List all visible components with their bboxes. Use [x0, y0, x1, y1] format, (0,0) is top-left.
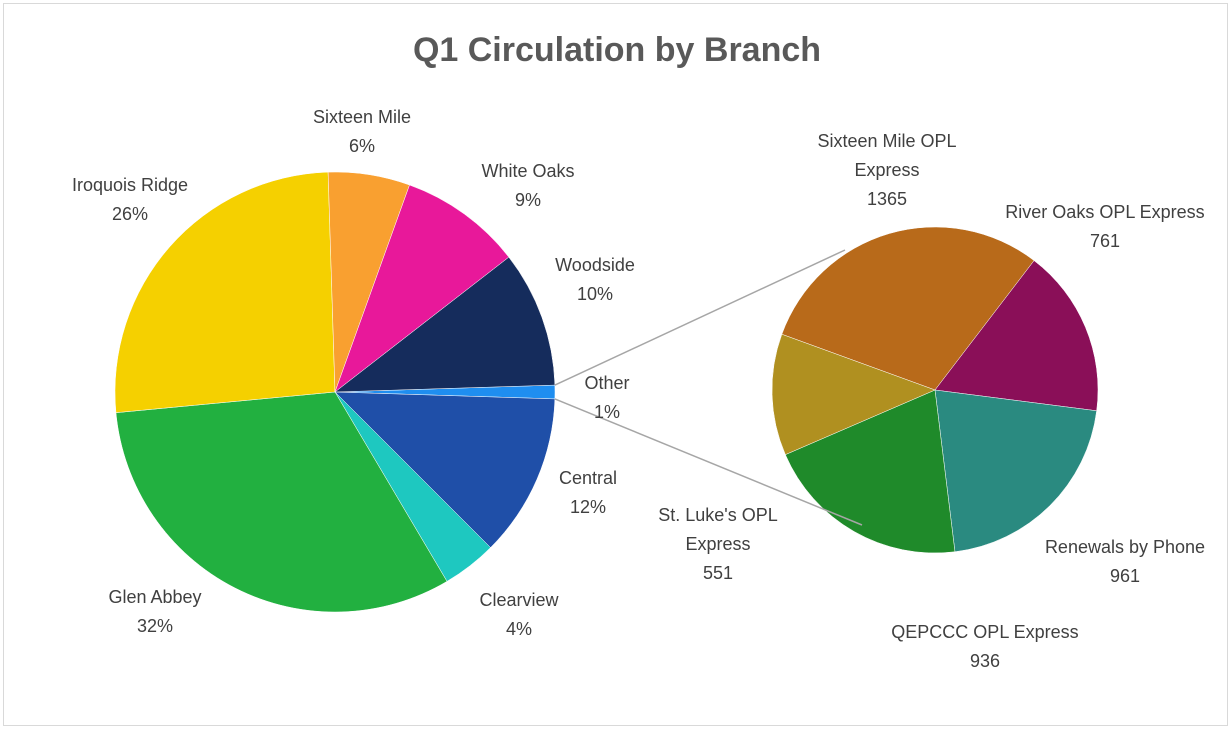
pie-slice [785, 389, 956, 554]
label-value: 26% [111, 204, 149, 224]
pie-slice [334, 391, 556, 548]
data-label: Clearview 4% [439, 586, 599, 644]
pie-slice [934, 260, 1099, 412]
label-value: 936 [969, 651, 1001, 671]
label-value: 551 [702, 563, 734, 583]
label-value: 4% [505, 619, 532, 639]
data-label: Central 12% [508, 464, 668, 522]
data-label: Sixteen Mile 6% [282, 103, 442, 161]
pie-slice [334, 256, 556, 393]
label-name: Glen Abbey [108, 587, 202, 607]
label-name: St. Luke's OPL Express [658, 505, 778, 554]
data-label: Glen Abbey 32% [75, 583, 235, 641]
label-value: 32% [136, 616, 174, 636]
connector-line [554, 398, 863, 526]
label-name: Clearview [479, 590, 559, 610]
label-value: 10% [576, 284, 614, 304]
chart-title: Q1 Circulation by Branch [413, 31, 821, 69]
data-label: Woodside 10% [515, 251, 675, 309]
label-name: Sixteen Mile OPL Express [817, 131, 957, 180]
connector-line [554, 249, 846, 386]
label-name: QEPCCC OPL Express [891, 622, 1079, 642]
label-value: 9% [514, 190, 541, 210]
label-value: 1365 [866, 189, 908, 209]
label-value: 12% [569, 497, 607, 517]
label-name: Renewals by Phone [1044, 537, 1206, 557]
pie-slice [934, 389, 1097, 553]
data-label: Sixteen Mile OPL Express 1365 [807, 127, 967, 214]
pie-slice [334, 184, 510, 393]
label-value: 6% [348, 136, 375, 156]
label-name: Sixteen Mile [312, 107, 412, 127]
label-value: 1% [593, 402, 620, 422]
pie-slice [771, 333, 936, 455]
label-name: Woodside [555, 255, 635, 275]
label-name: River Oaks OPL Express [1005, 202, 1205, 222]
label-name: Central [558, 468, 618, 488]
data-label: River Oaks OPL Express 761 [980, 198, 1230, 256]
data-label: QEPCCC OPL Express 936 [860, 618, 1110, 676]
label-name: Other [584, 373, 630, 393]
label-name: Iroquois Ridge [71, 175, 189, 195]
pie-slice [114, 171, 336, 413]
data-label: St. Luke's OPL Express 551 [656, 501, 781, 588]
label-value: 961 [1109, 566, 1141, 586]
data-label: Iroquois Ridge 26% [50, 171, 210, 229]
data-label: Other 1% [527, 369, 687, 427]
label-name: White Oaks [481, 161, 575, 181]
data-label: White Oaks 9% [448, 157, 608, 215]
label-value: 761 [1089, 231, 1121, 251]
data-label: Renewals by Phone 961 [1000, 533, 1231, 591]
pie-slice [115, 391, 448, 613]
pie-slice [781, 226, 1035, 391]
